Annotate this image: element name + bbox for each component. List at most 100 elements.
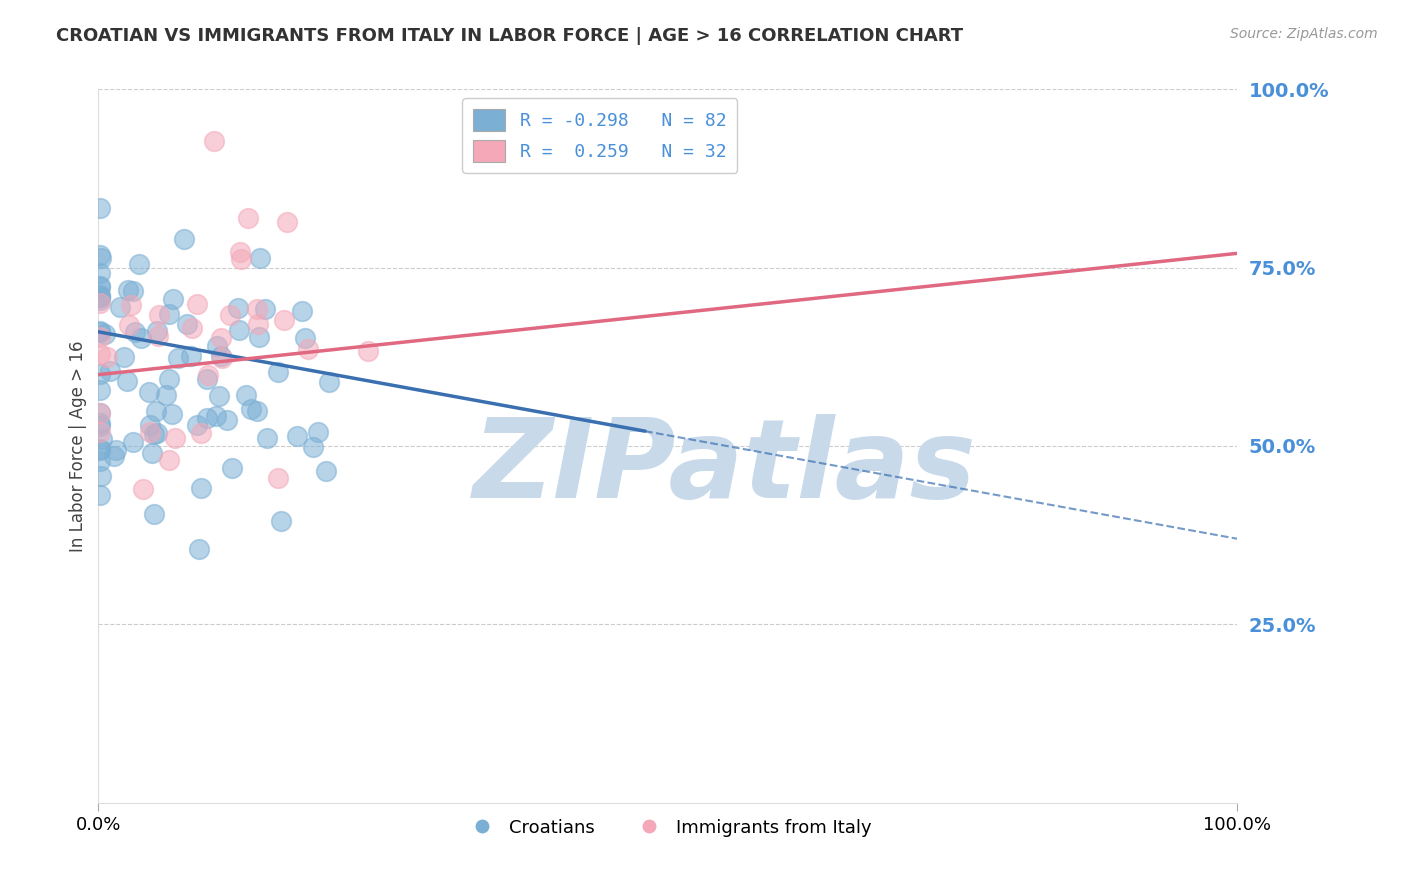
Text: CROATIAN VS IMMIGRANTS FROM ITALY IN LABOR FORCE | AGE > 16 CORRELATION CHART: CROATIAN VS IMMIGRANTS FROM ITALY IN LAB…	[56, 27, 963, 45]
Point	[142, 507, 165, 521]
Point	[89, 290, 111, 304]
Point	[307, 425, 329, 439]
Y-axis label: In Labor Force | Age > 16: In Labor Force | Age > 16	[69, 340, 87, 552]
Point	[139, 425, 162, 439]
Point	[89, 406, 111, 420]
Point	[249, 251, 271, 265]
Point	[145, 425, 167, 440]
Point	[157, 452, 180, 467]
Point	[146, 324, 169, 338]
Point	[89, 288, 111, 302]
Point	[208, 389, 231, 403]
Point	[205, 409, 228, 423]
Point	[235, 387, 257, 401]
Point	[246, 302, 269, 317]
Point	[157, 308, 180, 322]
Point	[165, 431, 187, 445]
Point	[190, 481, 212, 495]
Point	[103, 449, 125, 463]
Point	[215, 413, 238, 427]
Point	[117, 283, 139, 297]
Point	[90, 469, 112, 483]
Point	[218, 309, 240, 323]
Point	[229, 252, 252, 266]
Point	[195, 410, 218, 425]
Point	[173, 232, 195, 246]
Point	[89, 442, 111, 457]
Point	[247, 317, 270, 331]
Point	[129, 330, 152, 344]
Point	[221, 461, 243, 475]
Point	[120, 297, 142, 311]
Point	[160, 407, 183, 421]
Point	[159, 371, 181, 385]
Point	[104, 443, 127, 458]
Point	[89, 367, 111, 381]
Point	[228, 323, 250, 337]
Point	[285, 429, 308, 443]
Point	[89, 266, 111, 280]
Point	[117, 375, 139, 389]
Point	[89, 325, 111, 339]
Point	[118, 318, 141, 332]
Point	[197, 368, 219, 383]
Point	[124, 326, 146, 340]
Point	[98, 364, 121, 378]
Point	[89, 280, 111, 294]
Point	[89, 201, 111, 215]
Point	[180, 349, 202, 363]
Point	[254, 301, 277, 316]
Point	[96, 351, 118, 365]
Text: Source: ZipAtlas.com: Source: ZipAtlas.com	[1230, 27, 1378, 41]
Point	[138, 418, 160, 433]
Point	[128, 257, 150, 271]
Point	[94, 326, 117, 341]
Point	[247, 330, 270, 344]
Point	[89, 425, 111, 439]
Point	[315, 464, 337, 478]
Point	[89, 290, 111, 304]
Point	[273, 313, 295, 327]
Point	[89, 454, 111, 468]
Point	[236, 211, 259, 225]
Point	[148, 329, 170, 343]
Point	[176, 318, 198, 332]
Point	[267, 365, 290, 379]
Point	[181, 320, 204, 334]
Point	[110, 300, 132, 314]
Point	[89, 383, 111, 397]
Point	[89, 488, 111, 502]
Point	[229, 245, 252, 260]
Point	[89, 419, 111, 434]
Point	[91, 432, 114, 446]
Point	[357, 344, 380, 359]
Point	[145, 404, 167, 418]
Point	[209, 349, 232, 363]
Point	[302, 440, 325, 454]
Point	[89, 346, 111, 360]
Point	[239, 401, 262, 416]
Point	[297, 342, 319, 356]
Legend: Croatians, Immigrants from Italy: Croatians, Immigrants from Italy	[457, 812, 879, 844]
Point	[114, 350, 136, 364]
Point	[90, 252, 112, 266]
Point	[122, 434, 145, 449]
Point	[89, 279, 111, 293]
Point	[89, 248, 111, 262]
Point	[202, 135, 225, 149]
Point	[89, 442, 111, 456]
Point	[186, 418, 208, 433]
Point	[270, 514, 292, 528]
Point	[89, 296, 111, 310]
Point	[167, 351, 190, 365]
Point	[186, 297, 208, 311]
Point	[267, 471, 290, 485]
Point	[211, 351, 233, 365]
Point	[89, 293, 111, 308]
Point	[89, 330, 111, 344]
Point	[246, 403, 269, 417]
Point	[142, 427, 165, 442]
Point	[89, 324, 111, 338]
Point	[89, 406, 111, 420]
Point	[190, 426, 212, 441]
